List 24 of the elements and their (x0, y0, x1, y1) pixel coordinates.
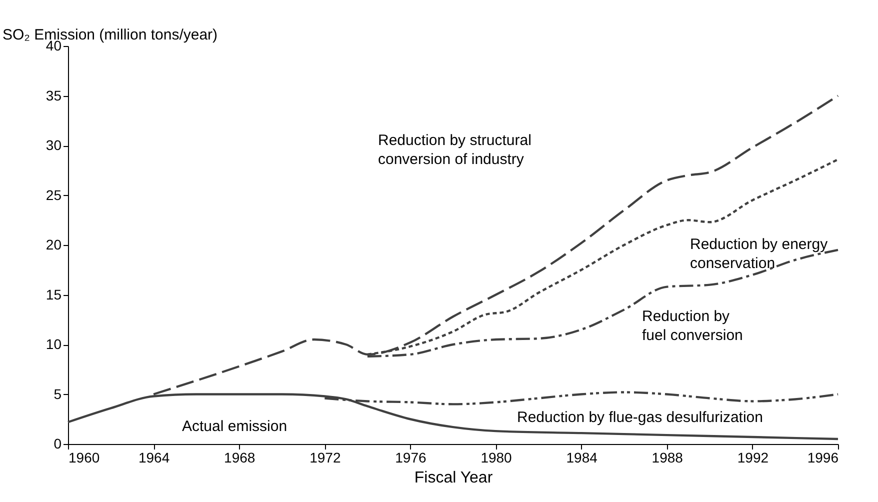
x-tick-label: 1976 (395, 450, 427, 466)
x-tick-label: 1964 (138, 450, 170, 466)
y-tick-label: 20 (46, 236, 62, 252)
x-tick-label: 1988 (652, 450, 684, 466)
annotation: Reduction by flue-gas desulfurization (517, 409, 763, 426)
y-tick-label: 25 (46, 186, 62, 203)
y-tick-label: 35 (46, 87, 62, 104)
annotation: Reduction by fuel conversion (642, 308, 743, 344)
x-tick-label: 1960 (68, 450, 100, 466)
y-tick-label: 0 (54, 436, 62, 452)
x-tick-label: 1972 (310, 450, 341, 466)
x-axis-title: Fiscal Year (414, 470, 494, 486)
x-tick-label: 1992 (737, 450, 769, 466)
y-tick-label: 10 (46, 336, 62, 352)
y-tick-label: 15 (46, 286, 62, 302)
y-tick-label: 5 (54, 386, 62, 402)
annotation: Reduction by structural conversion of industry (378, 132, 532, 168)
annotation: Reduction by energy conservation (690, 236, 828, 272)
y-tick-label: 30 (46, 137, 62, 153)
annotation: Actual emission (182, 418, 288, 435)
x-tick-label: 1980 (480, 450, 512, 466)
x-tick-label: 1984 (566, 450, 598, 466)
x-tick-label: 1968 (224, 450, 256, 466)
x-tick-label: 1996 (807, 450, 839, 466)
